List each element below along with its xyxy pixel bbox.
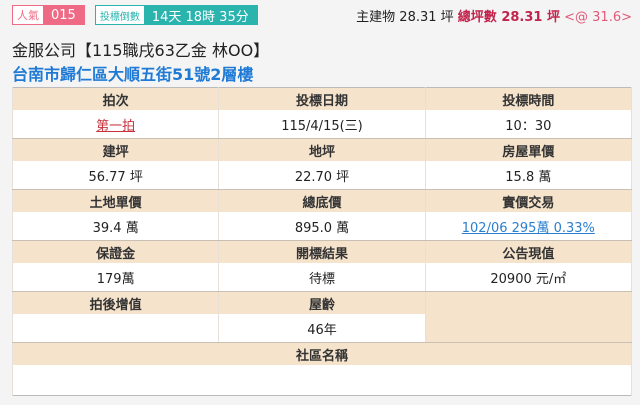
actual-trade-link[interactable]: 102/06 295萬 0.33%	[461, 220, 595, 236]
land-unit-price-value: 39.4 萬	[11, 212, 220, 241]
property-address[interactable]: 台南市歸仁區大順五街51號2層樓	[12, 65, 254, 84]
post-auction-gain-label: 拍後增值	[11, 291, 220, 314]
reserve-price-value: 895.0 萬	[218, 212, 426, 241]
auction-info-table: 拍次 投標日期 投標時間 第一拍 115/4/15(三) 10：30 建坪 地坪…	[11, 87, 633, 396]
date-value: 115/4/15(三)	[218, 110, 426, 139]
land-unit-price-label: 土地單價	[11, 189, 220, 212]
round-link[interactable]: 第一拍	[96, 118, 136, 134]
community-label: 社區名稱	[12, 342, 632, 365]
area-summary: 主建物 28.31 坪 總坪數 28.31 坪 <@ 31.6>	[356, 6, 632, 25]
announced-value-label: 公告現值	[424, 240, 633, 263]
date-label: 投標日期	[218, 87, 426, 110]
announced-value: 20900 元/㎡	[424, 263, 633, 292]
time-value: 10：30	[424, 110, 633, 139]
result-value: 待標	[218, 263, 426, 292]
popularity-label: 人氣	[13, 6, 43, 24]
land-area-value: 22.70 坪	[218, 161, 426, 190]
countdown-value: 14天 18時 35分	[143, 6, 257, 25]
case-title: 金服公司【115職戌63乙金 林OO】	[12, 41, 270, 60]
popularity-value: 015	[43, 6, 84, 24]
actual-trade-label: 實價交易	[424, 189, 633, 212]
countdown-badge: 投標倒數 14天 18時 35分	[94, 5, 258, 25]
deposit-value: 179萬	[11, 263, 220, 292]
reserve-price-label: 總底價	[218, 189, 426, 212]
countdown-label: 投標倒數	[95, 6, 144, 24]
house-unit-price-value: 15.8 萬	[424, 161, 633, 190]
land-area-label: 地坪	[218, 138, 426, 161]
house-unit-price-label: 房屋單價	[424, 138, 633, 161]
building-area-value: 56.77 坪	[11, 161, 220, 190]
post-auction-gain-value	[11, 314, 220, 343]
top-bar: 人氣 015 投標倒數 14天 18時 35分 主建物 28.31 坪 總坪數 …	[12, 5, 632, 25]
age-value: 46年	[218, 314, 426, 343]
round-label: 拍次	[11, 87, 220, 110]
deposit-label: 保證金	[11, 240, 220, 263]
popularity-badge: 人氣 015	[12, 5, 85, 25]
time-label: 投標時間	[424, 87, 633, 110]
empty-cell	[424, 291, 633, 343]
age-label: 屋齡	[218, 291, 426, 314]
main-building-area: 主建物 28.31 坪	[356, 9, 454, 25]
unit-price-summary: <@ 31.6>	[564, 9, 632, 25]
result-label: 開標結果	[218, 240, 426, 263]
building-area-label: 建坪	[11, 138, 220, 161]
total-area: 總坪數 28.31 坪	[457, 9, 560, 25]
community-value	[12, 365, 632, 396]
